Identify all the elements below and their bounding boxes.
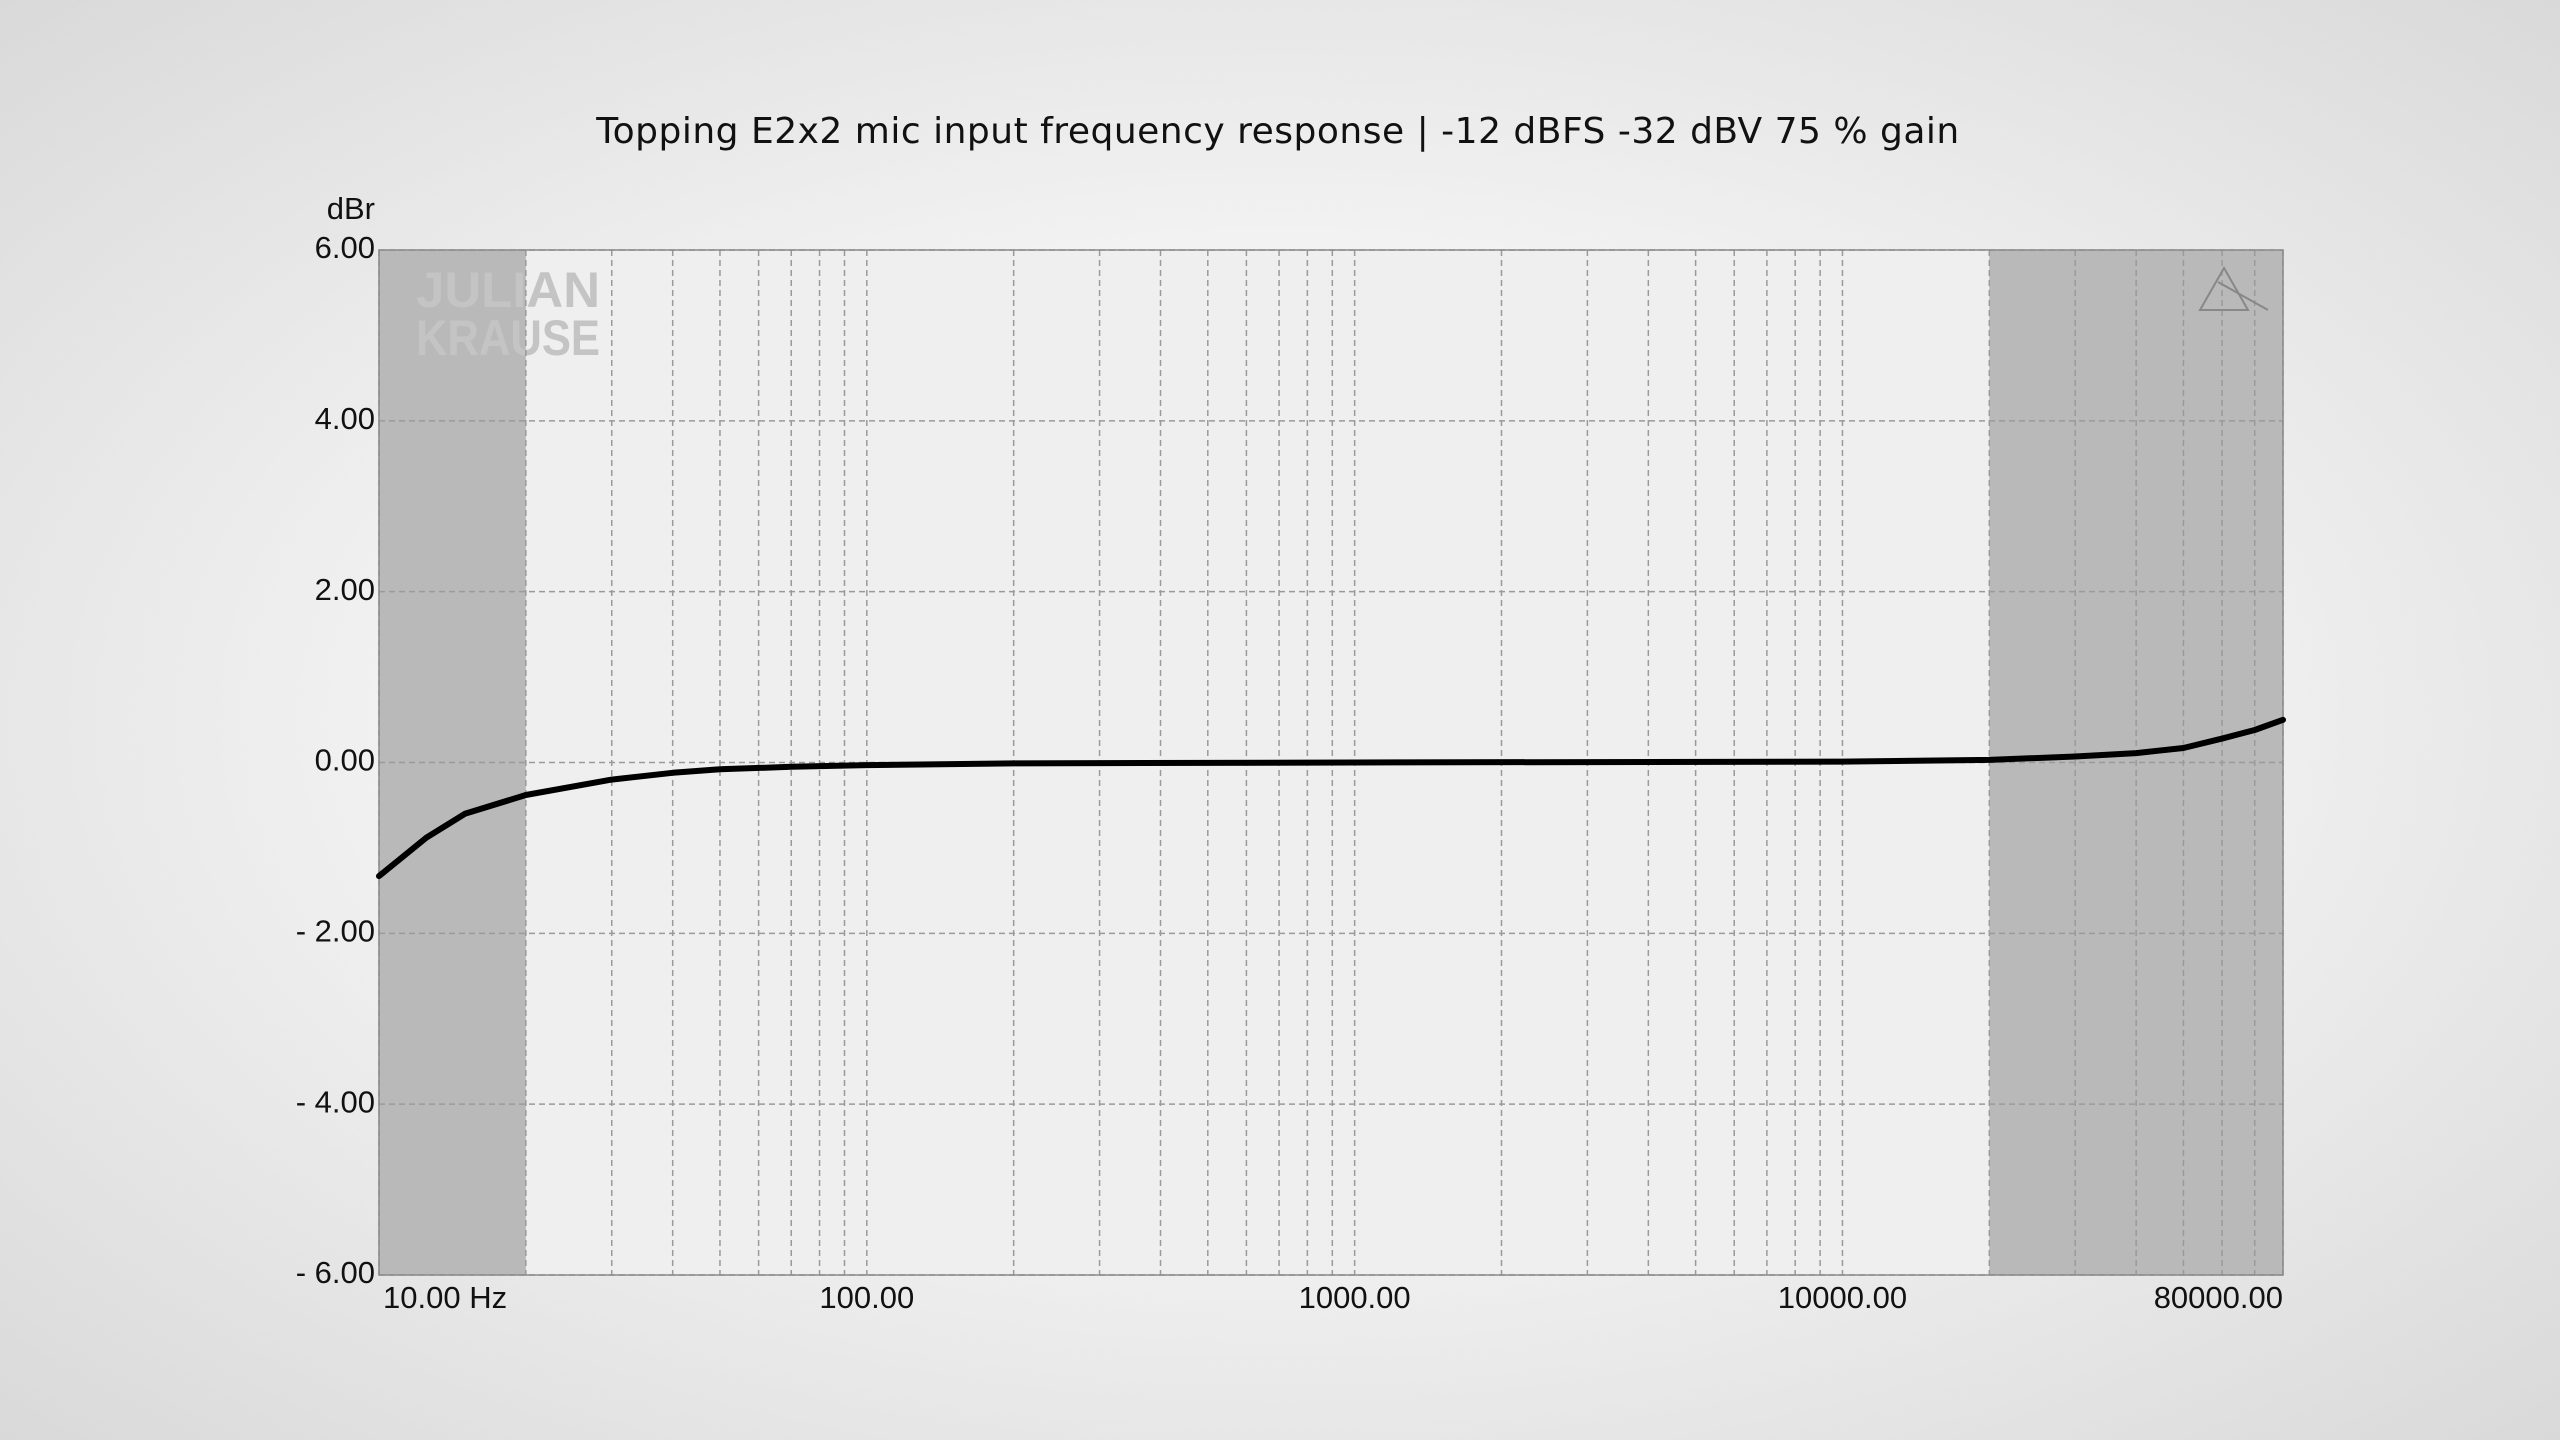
y-tick-label: 2.00 [315, 572, 375, 607]
y-tick-label: 4.00 [315, 401, 375, 436]
logo [2198, 265, 2269, 311]
plot-border [378, 249, 2284, 1276]
watermark: KRAUSE [416, 310, 600, 366]
x-tick-label: 100.00 [819, 1280, 914, 1315]
x-tick-label: 10.00 Hz [383, 1280, 507, 1315]
x-tick-label: 1000.00 [1299, 1280, 1411, 1315]
response-line [376, 716, 2286, 880]
chart-title: Topping E2x2 mic input frequency respons… [595, 111, 1959, 152]
y-axis-label: dBr [327, 191, 375, 226]
y-tick-label: - 4.00 [296, 1084, 375, 1119]
watermark: JULIAN [416, 262, 600, 318]
y-tick-label: 0.00 [315, 743, 375, 778]
y-tick-label: - 6.00 [296, 1255, 375, 1290]
y-tick-label: - 2.00 [296, 914, 375, 949]
x-tick-label: 80000.00 [2154, 1280, 2283, 1315]
x-tick-label: 10000.00 [1778, 1280, 1907, 1315]
y-tick-label: 6.00 [315, 230, 375, 265]
